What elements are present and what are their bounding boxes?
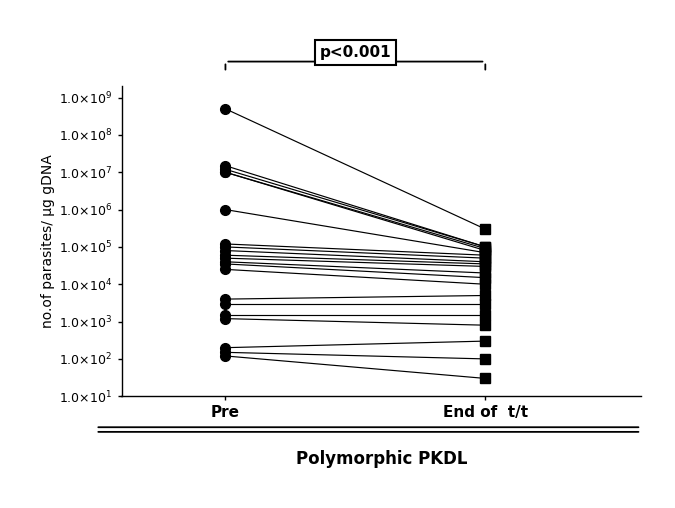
Text: p<0.001: p<0.001 — [319, 45, 392, 60]
Text: Polymorphic PKDL: Polymorphic PKDL — [296, 451, 467, 468]
Y-axis label: no.of parasites/ μg gDNA: no.of parasites/ μg gDNA — [41, 154, 55, 328]
